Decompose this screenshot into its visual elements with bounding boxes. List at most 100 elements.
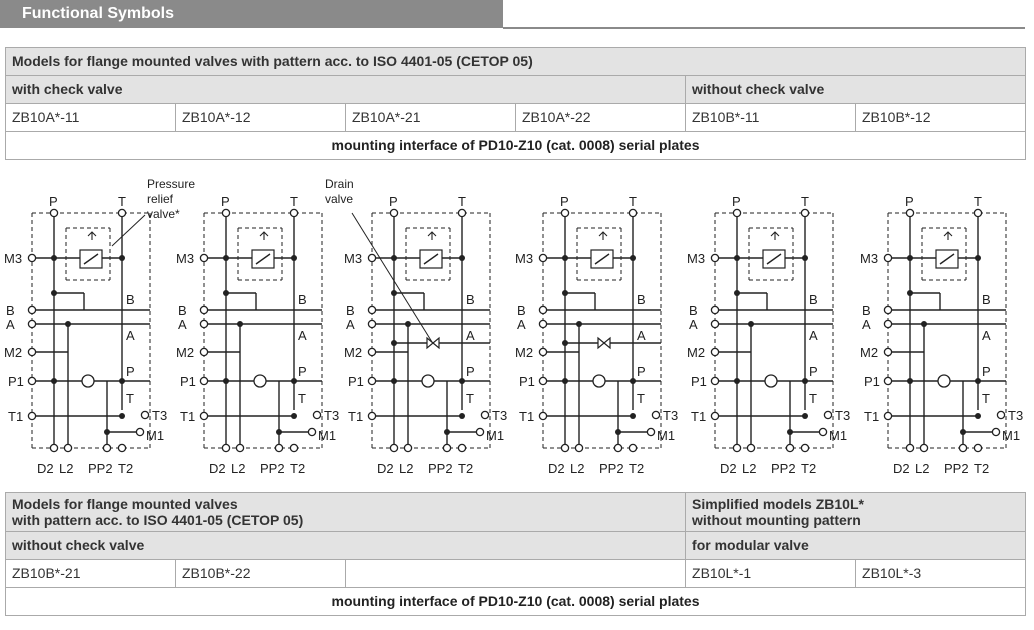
port-circle [710,411,720,421]
port-circle [818,427,828,437]
label-L2: L2 [570,461,584,476]
port-circle [102,443,112,453]
junction-dot [119,378,125,384]
port-circle [63,443,73,453]
label-PP2: PP2 [599,461,624,476]
junction-dot [907,378,913,384]
junction-dot [391,340,397,346]
label-A-right: A [637,328,646,343]
label-T: T [118,194,126,209]
junction-dot [907,255,913,261]
group-without-check: without check valve [684,75,1027,104]
label-A-right: A [809,328,818,343]
callout-relief-text: valve* [147,207,180,221]
port-circle [457,443,467,453]
label-B-right: B [637,292,646,307]
label-B: B [346,303,355,318]
label-T1: T1 [864,409,879,424]
label-M2: M2 [860,345,878,360]
label-M3: M3 [4,251,22,266]
label-T: T [290,194,298,209]
port-circle [221,443,231,453]
top-models-table: Models for flange mounted valves with pa… [4,47,1027,160]
junction-dot [975,378,981,384]
junction-dot [802,413,808,419]
port-circle [307,427,317,437]
label-M1: M1 [829,428,847,443]
port-circle [27,411,37,421]
model-cell: ZB10B*-21 [5,559,176,588]
junction-dot [802,378,808,384]
callout-relief-text: Pressure [147,177,195,191]
port-circle [905,208,915,218]
port-circle [883,347,893,357]
port-circle [883,376,893,386]
label-B: B [6,303,15,318]
model-cell: ZB10A*-21 [345,103,516,132]
check-valve-icon [253,374,267,388]
callout-drain-text: valve [325,192,353,206]
line [83,253,99,265]
port-circle [919,443,929,453]
header-rule [503,27,1025,29]
label-M2: M2 [687,345,705,360]
check-valve-icon [764,374,778,388]
label-L2: L2 [399,461,413,476]
callout-relief-text: relief [147,192,174,206]
label-M1: M1 [146,428,164,443]
label-T3: T3 [663,408,678,423]
port-circle [117,443,127,453]
port-circle [49,443,59,453]
label-D2: D2 [720,461,737,476]
label-P-right: P [298,364,307,379]
callout-drain-text: Drain [325,177,354,191]
port-circle [710,376,720,386]
label-P-right: P [809,364,818,379]
port-circle [199,319,209,329]
port-circle [883,319,893,329]
port-circle [958,443,968,453]
label-T: T [801,194,809,209]
label-P: P [221,194,230,209]
port-circle [199,305,209,315]
port-circle [27,319,37,329]
label-PP2: PP2 [771,461,796,476]
check-valve-icon [81,374,95,388]
label-P-right: P [126,364,135,379]
label-T2: T2 [974,461,989,476]
label-T1: T1 [348,409,363,424]
port-circle [746,443,756,453]
table-footer-bottom: mounting interface of PD10-Z10 (cat. 000… [4,587,1027,616]
label-B-right: B [982,292,991,307]
port-circle [274,443,284,453]
port-circle [973,443,983,453]
group-with-check: with check valve [5,75,686,104]
port-circle [560,443,570,453]
port-circle [221,208,231,218]
junction-dot [630,378,636,384]
label-M1: M1 [486,428,504,443]
label-P: P [732,194,741,209]
label-M2: M2 [344,345,362,360]
port-circle [538,347,548,357]
label-A-right: A [466,328,475,343]
port-circle [628,208,638,218]
label-T: T [458,194,466,209]
port-circle [613,443,623,453]
junction-dot [630,255,636,261]
line [351,212,433,343]
label-A-right: A [982,328,991,343]
port-circle [883,253,893,263]
bottom-title-left-2: with pattern acc. to ISO 4401-05 (CETOP … [12,512,304,528]
model-cell: ZB10L*-1 [685,559,857,588]
bottom-title-right-1: Simplified models ZB10L* [692,495,864,512]
label-T3: T3 [835,408,850,423]
junction-dot [907,290,913,296]
spring-symbol [598,231,608,240]
label-T-right: T [637,391,645,406]
port-circle [785,443,795,453]
line [766,253,782,265]
